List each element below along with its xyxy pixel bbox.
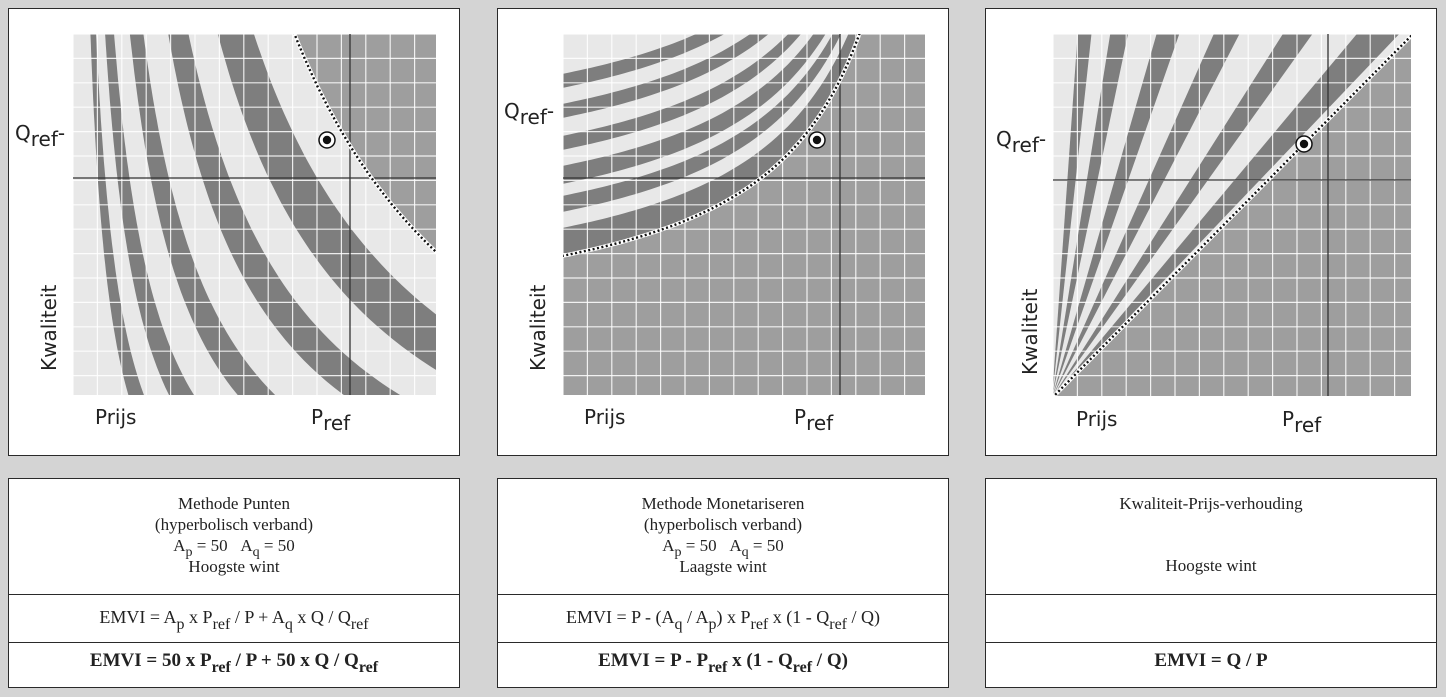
- x-axis-label: Prijs: [1076, 407, 1118, 431]
- score-band-3: [563, 34, 826, 184]
- boundary-curve: [1053, 34, 1411, 396]
- score-band-5: [563, 34, 769, 118]
- divider: [9, 642, 459, 643]
- method-weights: Ap = 50 Aq = 50: [662, 536, 784, 560]
- score-band-2: [168, 34, 401, 395]
- formula-specific: EMVI = P - Pref x (1 - Qref / Q): [598, 650, 848, 676]
- method-subtitle: (hyperbolisch verband): [154, 515, 314, 534]
- boundary-curve: [563, 34, 861, 258]
- score-band-4: [1053, 34, 1180, 396]
- score-band-4: [105, 34, 194, 395]
- method-title: Kwaliteit-Prijs-verhouding: [1119, 494, 1303, 513]
- score-band-1: [217, 34, 436, 370]
- p-ref-label: Pref: [311, 405, 351, 435]
- q-ref-label: Qref-: [996, 127, 1047, 157]
- boundary-curve-halo: [292, 34, 436, 255]
- method-weights: Ap = 50 Aq = 50: [173, 536, 295, 560]
- method-box-points: Methode Punten (hyperbolisch verband) Ap…: [8, 478, 460, 688]
- formula-general: EMVI = P - (Aq / Ap) x Pref x (1 - Qref …: [565, 607, 881, 633]
- score-band-2: [563, 34, 841, 212]
- divider: [986, 642, 1436, 643]
- chart-ratio-svg: [1053, 34, 1411, 396]
- q-ref-label: Qref-: [504, 99, 555, 129]
- method-box-ratio: Kwaliteit-Prijs-verhouding Hoogste wint …: [985, 478, 1437, 688]
- divider: [498, 594, 948, 595]
- score-band-1: [563, 34, 855, 244]
- q-ref-label: Qref-: [15, 121, 66, 151]
- p-ref-label: Pref: [1282, 407, 1322, 437]
- plot-area: [563, 34, 925, 395]
- plot-area: [1053, 34, 1411, 396]
- formula-general: EMVI = Ap x Pref / P + Aq x Q / Qref: [99, 607, 369, 633]
- method-subtitle: (hyperbolisch verband): [643, 515, 803, 534]
- score-band-6: [563, 34, 725, 88]
- lower-region: [563, 34, 925, 395]
- method-title: Methode Monetariseren: [641, 494, 805, 513]
- chart-panel-points: Qref- Kwaliteit Prijs Pref: [8, 8, 460, 456]
- reference-point: [1299, 139, 1309, 149]
- score-band-3: [1053, 34, 1240, 396]
- method-winner: Laagste wint: [679, 557, 767, 576]
- score-band-1: [1053, 34, 1400, 396]
- y-axis-label: Kwaliteit: [37, 284, 61, 371]
- divider: [9, 594, 459, 595]
- chart-points-svg: [73, 34, 436, 395]
- score-band-4: [563, 34, 801, 150]
- formula-specific: EMVI = Q / P: [1154, 650, 1268, 671]
- method-title: Methode Punten: [178, 494, 290, 513]
- chart-panel-monetize: Qref- Kwaliteit Prijs Pref: [497, 8, 949, 456]
- y-axis-label: Kwaliteit: [526, 284, 550, 371]
- formula-specific: EMVI = 50 x Pref / P + 50 x Q / Qref: [89, 650, 379, 676]
- plot-area: [73, 34, 436, 395]
- reference-point: [322, 135, 332, 145]
- x-axis-label: Prijs: [584, 405, 626, 429]
- score-band-5: [90, 34, 144, 395]
- divider: [986, 594, 1436, 595]
- method-winner: Hoogste wint: [1165, 556, 1257, 575]
- chart-panel-ratio: Qref- Kwaliteit Prijs Pref: [985, 8, 1437, 456]
- divider: [498, 642, 948, 643]
- p-ref-label: Pref: [794, 405, 834, 435]
- chart-monetize-svg: [563, 34, 925, 395]
- y-axis-label: Kwaliteit: [1018, 288, 1042, 375]
- reference-point: [812, 135, 822, 145]
- x-axis-label: Prijs: [95, 405, 137, 429]
- method-winner: Hoogste wint: [188, 557, 280, 576]
- method-box-monetize: Methode Monetariseren (hyperbolisch verb…: [497, 478, 949, 688]
- score-band-3: [129, 34, 276, 395]
